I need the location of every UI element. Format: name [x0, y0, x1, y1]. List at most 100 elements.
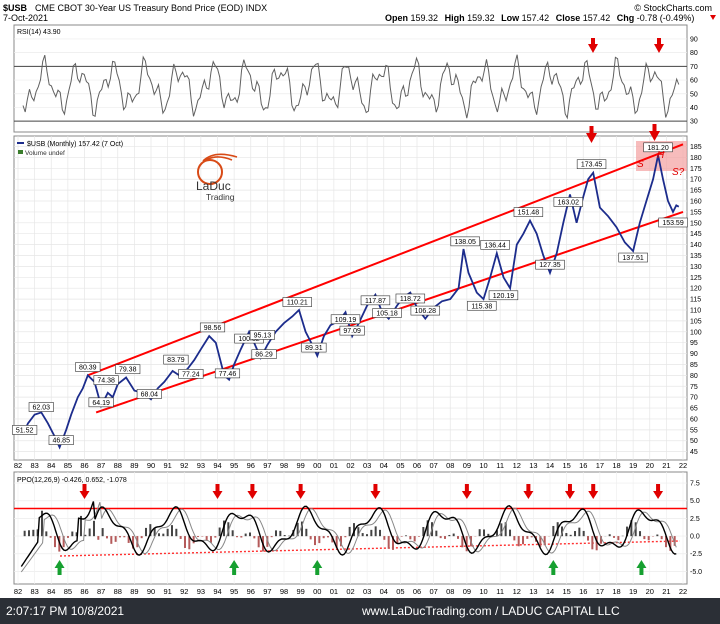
x-tick-label: 95 — [230, 587, 238, 596]
y-tick-label: 160 — [690, 199, 702, 206]
x-tick-label: 16 — [579, 587, 587, 596]
histogram-bar — [270, 536, 273, 538]
x-tick-label: 99 — [296, 461, 304, 470]
histogram-bar — [244, 533, 247, 537]
histogram-bar — [530, 536, 533, 538]
annotation-box — [360, 295, 391, 306]
histogram-bar — [617, 536, 620, 541]
histogram-bar — [227, 522, 230, 537]
x-tick-label: 99 — [296, 587, 304, 596]
histogram-bar — [409, 536, 412, 540]
x-tick-label: 21 — [662, 587, 670, 596]
annotation-box — [658, 217, 688, 228]
logo-mark-icon — [197, 159, 223, 185]
histogram-bar — [396, 536, 399, 544]
histogram-bar — [392, 536, 395, 550]
rsi-y-axis: 30 40 50 60 70 80 90 — [690, 36, 698, 125]
x-tick-label: 82 — [14, 461, 22, 470]
histogram-bar — [457, 536, 460, 539]
x-tick-label: 98 — [280, 461, 288, 470]
x-tick-label: 02 — [346, 587, 354, 596]
histogram-bar — [214, 536, 217, 538]
x-tick-label: 19 — [629, 461, 637, 470]
annotation-label: 74.38 — [97, 378, 115, 385]
histogram-bar — [131, 536, 134, 549]
price-grid — [14, 136, 687, 460]
rsi-series-line — [22, 54, 680, 120]
x-tick-label: 92 — [180, 587, 188, 596]
histogram-bar — [582, 530, 585, 537]
y-tick-label: 85 — [690, 362, 698, 369]
histogram-bar — [71, 531, 74, 537]
histogram-bar — [665, 536, 668, 548]
chart-canvas: $USB CME CBOT 30-Year US Treasury Bond P… — [3, 3, 716, 596]
high-value: 159.32 — [467, 13, 495, 23]
histogram-bar — [496, 530, 499, 537]
annotation-label: 80.39 — [79, 365, 97, 372]
x-tick-label: 91 — [163, 461, 171, 470]
y-tick-label: 140 — [690, 242, 702, 249]
y-tick-label: 105 — [690, 318, 702, 325]
sell-arrow-icon — [523, 484, 534, 499]
price-sell-arrow-icon — [649, 124, 660, 141]
x-tick-label: 83 — [30, 587, 38, 596]
x-tick-label: 21 — [662, 461, 670, 470]
histogram-bar — [660, 536, 663, 540]
ppo-x-axis: 82 83 84 85 86 87 88 89 90 91 92 93 94 95 96 97 98 99 00 01… — [14, 587, 687, 596]
histogram-bar — [300, 521, 303, 537]
y-tick-label: 80 — [690, 373, 698, 380]
x-tick-label: 93 — [197, 461, 205, 470]
histogram-bar — [66, 536, 69, 538]
x-tick-label: 98 — [280, 587, 288, 596]
histogram-bar — [23, 530, 26, 537]
x-tick-label: 07 — [429, 461, 437, 470]
x-tick-label: 89 — [130, 461, 138, 470]
annotation-label: 115.38 — [471, 303, 492, 310]
annotation-label: 118.72 — [400, 296, 421, 303]
histogram-bar — [166, 528, 169, 537]
histogram-bar — [487, 533, 490, 537]
x-tick-label: 22 — [679, 461, 687, 470]
y-tick-label: 2.5 — [690, 516, 700, 523]
histogram-bar — [49, 536, 52, 538]
annotation-box — [339, 325, 365, 336]
annotation-label: 86.29 — [255, 352, 273, 359]
x-tick-label: 18 — [612, 587, 620, 596]
histogram-bar — [75, 532, 78, 537]
histogram-bar — [526, 536, 529, 539]
histogram-bar — [322, 536, 325, 539]
y-tick-label: -2.5 — [690, 551, 702, 558]
histogram-bar — [79, 515, 82, 537]
histogram-bar — [643, 536, 646, 540]
logo-line1: LaDuc — [196, 179, 231, 193]
x-tick-label: 93 — [197, 587, 205, 596]
annotation-label: 95.13 — [254, 332, 272, 339]
description: CME CBOT 30-Year US Treasury Bond Price … — [35, 3, 267, 13]
y-tick-label: 90 — [690, 36, 698, 43]
rsi-sell-arrow-icon — [588, 38, 598, 53]
histogram-bar — [452, 533, 455, 537]
annotation-box — [488, 290, 519, 301]
annotation-box — [618, 252, 648, 263]
x-tick-label: 09 — [463, 461, 471, 470]
annotation-label: 106.28 — [415, 308, 437, 315]
histogram-bar — [118, 536, 121, 538]
histogram-bar — [379, 529, 382, 537]
x-tick-label: 92 — [180, 461, 188, 470]
annotation-label: 51.52 — [16, 427, 34, 434]
histogram-bar — [656, 534, 659, 537]
histogram-bar — [543, 536, 546, 546]
histogram-bar — [608, 534, 611, 537]
sell-arrow-icon — [461, 484, 472, 499]
sell-arrow-icon — [564, 484, 575, 499]
x-tick-label: 11 — [496, 587, 504, 596]
x-tick-label: 86 — [80, 461, 88, 470]
annotation-box — [163, 354, 189, 365]
x-tick-label: 95 — [230, 461, 238, 470]
price-x-axis: 82 83 84 85 86 87 88 89 90 91 92 93 94 95 96 97 98 99 00 01… — [14, 461, 687, 470]
right-shoulder-label: S? — [672, 167, 685, 178]
annotation-box — [576, 159, 607, 170]
hs-pattern-labels: S H S? — [637, 150, 685, 178]
histogram-bar — [179, 536, 182, 539]
